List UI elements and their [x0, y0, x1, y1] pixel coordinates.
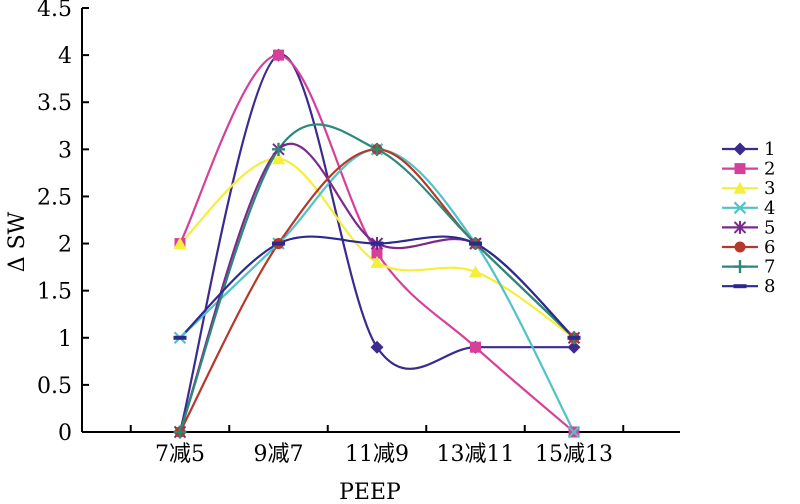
data-point-series-2	[470, 341, 481, 353]
data-point-series-4	[567, 425, 581, 439]
legend-marker-2	[734, 163, 746, 175]
y-tick-label: 4.5	[37, 0, 72, 22]
x-tick-label: 13减11	[437, 442, 515, 467]
data-point-series-7	[173, 425, 187, 439]
legend-marker-3	[733, 181, 747, 194]
legend-marker-4	[733, 201, 747, 215]
legend-label-2: 2	[764, 159, 775, 180]
data-point-series-7	[272, 142, 285, 156]
legend-marker-6	[734, 241, 746, 253]
data-point-series-8	[370, 241, 384, 246]
y-tick-label: 2.5	[37, 185, 72, 210]
x-tick-label: 7减5	[155, 442, 205, 467]
data-point-series-2	[273, 49, 284, 61]
data-point-series-3	[370, 255, 384, 268]
series-markers	[173, 48, 581, 439]
data-point-series-8	[173, 335, 187, 340]
y-tick-label: 4	[58, 44, 72, 69]
y-tick-label: 3.5	[37, 91, 72, 116]
x-tick-label: 9减7	[254, 442, 304, 467]
legend-label-3: 3	[764, 178, 775, 199]
data-point-series-1	[370, 340, 384, 354]
x-tick-label: 11减9	[345, 442, 409, 467]
y-tick-label: 2	[58, 233, 72, 258]
y-tick-label: 0.5	[37, 374, 72, 399]
legend-label-6: 6	[764, 237, 775, 258]
series-line-3	[179, 157, 575, 339]
data-point-series-8	[567, 335, 581, 340]
y-tick-label: 1.5	[37, 280, 72, 305]
x-tick-label: 15减13	[535, 442, 613, 467]
legend-marker-1	[733, 142, 747, 156]
y-axis-title: Δ SW	[5, 211, 30, 272]
data-point-series-7	[370, 142, 384, 156]
y-tick-label: 0	[58, 421, 72, 446]
legend-marker-5	[733, 220, 747, 234]
data-point-series-3	[272, 152, 285, 165]
data-point-series-3	[173, 237, 187, 250]
chart-axes: 0 0.5 1 1.5 2 2.5 3 3.5 4 4.5 7减5 9减7 11减9 13减11 15减13	[37, 0, 680, 467]
legend-label-5: 5	[764, 217, 775, 238]
x-axis-title: PEEP	[339, 480, 401, 504]
legend-marker-8	[733, 284, 747, 289]
series-line-7	[178, 123, 575, 433]
data-point-series-1	[567, 340, 581, 354]
legend-marker-7	[733, 260, 747, 274]
data-point-series-8	[272, 241, 285, 246]
legend-label-4: 4	[764, 198, 775, 219]
series-line-2	[179, 54, 575, 433]
legend-label-7: 7	[764, 257, 775, 278]
legend-label-1: 1	[764, 139, 775, 160]
data-point-series-2	[371, 247, 383, 259]
series-line-4	[179, 148, 575, 433]
data-point-series-8	[469, 241, 482, 246]
series-line-5	[178, 142, 575, 433]
legend-label-8: 8	[764, 276, 775, 297]
y-tick-label: 3	[58, 138, 72, 163]
series-line-6	[179, 148, 575, 433]
y-tick-label: 1	[58, 327, 72, 352]
data-point-series-3	[469, 265, 482, 278]
